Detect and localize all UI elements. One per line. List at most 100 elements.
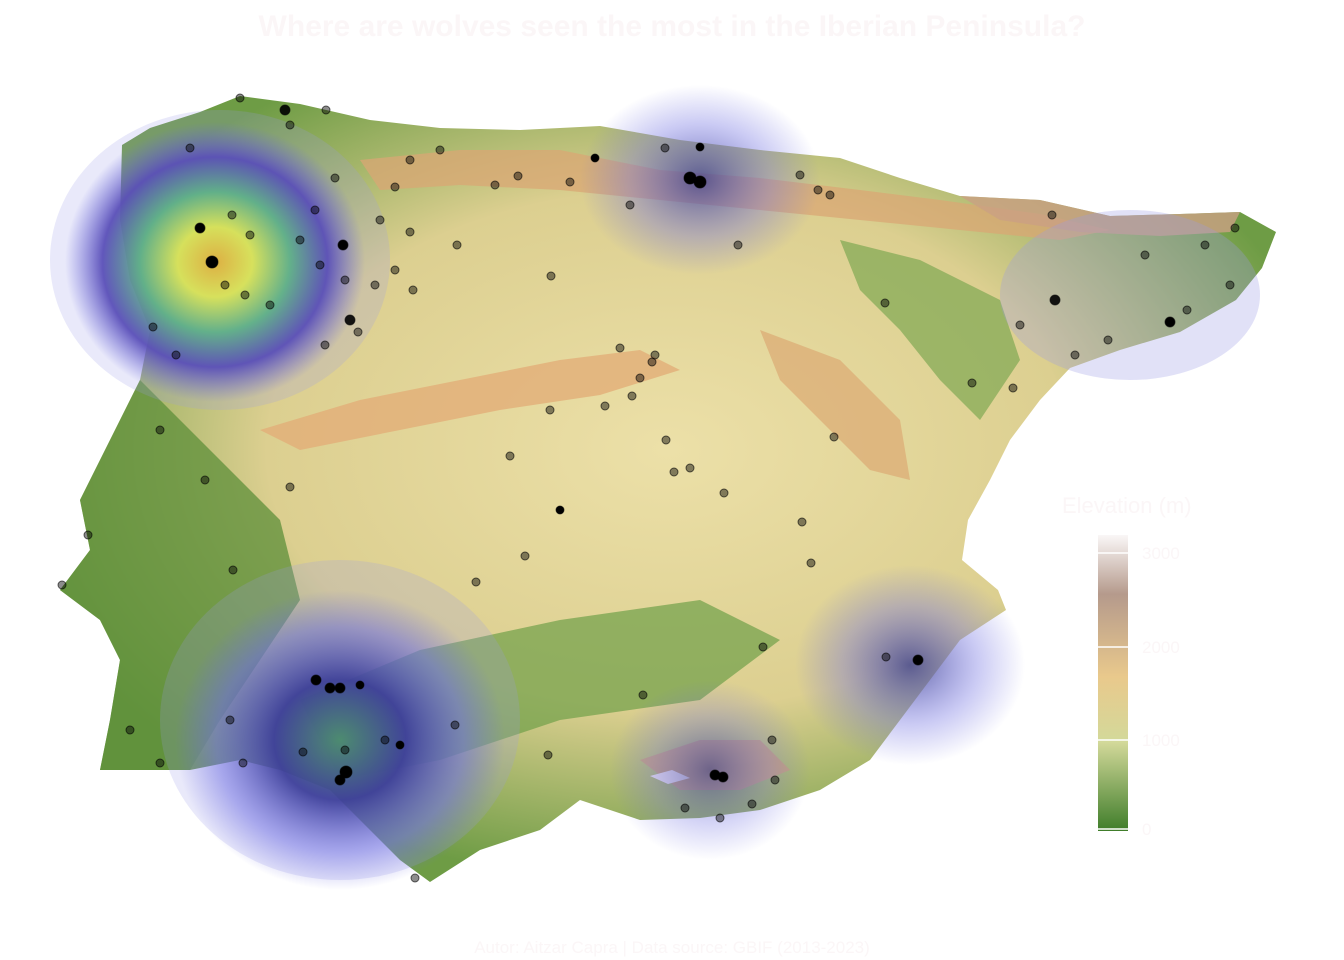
- sighting-point: [767, 735, 777, 745]
- legend-tick-label: 3000: [1142, 544, 1180, 563]
- sighting-point: [227, 210, 237, 220]
- sighting-point: [660, 143, 670, 153]
- sighting-point: [337, 239, 349, 251]
- sighting-point: [967, 378, 977, 388]
- sighting-point: [795, 170, 805, 180]
- sighting-point: [353, 327, 363, 337]
- density-core-southwest: [175, 590, 505, 890]
- sighting-point: [235, 93, 245, 103]
- sighting-point: [171, 350, 181, 360]
- sighting-point: [625, 200, 635, 210]
- sighting-point: [635, 373, 645, 383]
- sighting-point: [880, 298, 890, 308]
- pyrenees: [960, 196, 1240, 236]
- sighting-point: [408, 285, 418, 295]
- sighting-point: [1047, 210, 1057, 220]
- sighting-point: [543, 750, 553, 760]
- sighting-point: [265, 300, 275, 310]
- sighting-point: [148, 322, 158, 332]
- density-catalonia: [1000, 210, 1260, 380]
- sighting-point: [590, 153, 600, 163]
- sighting-point: [295, 235, 305, 245]
- sighting-point: [669, 467, 679, 477]
- sighting-point: [245, 230, 255, 240]
- sighting-point: [1200, 240, 1210, 250]
- sighting-point: [324, 682, 336, 694]
- sighting-point: [1070, 350, 1080, 360]
- sighting-point: [685, 463, 695, 473]
- elevation-colorbar: [1098, 535, 1128, 831]
- sighting-point: [83, 530, 93, 540]
- sighting-point: [650, 350, 660, 360]
- iberian-system: [760, 330, 910, 480]
- sighting-point: [279, 104, 291, 116]
- sighting-point: [238, 758, 248, 768]
- sighting-point: [285, 482, 295, 492]
- sighting-point: [200, 475, 210, 485]
- sighting-point: [1164, 316, 1176, 328]
- sighting-point: [321, 105, 331, 115]
- sighting-point: [770, 775, 780, 785]
- sighting-point: [405, 155, 415, 165]
- elevation-legend: [1098, 535, 1128, 831]
- sighting-point: [1008, 383, 1018, 393]
- sighting-point: [661, 435, 671, 445]
- sighting-point: [205, 255, 219, 269]
- legend-tick-label: 2000: [1142, 638, 1180, 657]
- density-murcia: [795, 565, 1025, 765]
- sighting-point: [627, 391, 637, 401]
- sighting-point: [330, 173, 340, 183]
- sighting-point: [912, 654, 924, 666]
- sighting-point: [310, 674, 322, 686]
- sighting-point: [490, 180, 500, 190]
- sighting-point: [695, 142, 705, 152]
- sighting-point: [220, 280, 230, 290]
- sighting-point: [825, 190, 835, 200]
- legend-title: Elevation (m): [1062, 493, 1192, 518]
- sighting-point: [719, 488, 729, 498]
- sighting-point: [1225, 280, 1235, 290]
- sighting-point: [806, 558, 816, 568]
- ebro-valley: [840, 240, 1020, 420]
- sighting-point: [881, 652, 891, 662]
- sighting-point: [1182, 305, 1192, 315]
- sighting-point: [225, 715, 235, 725]
- sighting-point: [693, 175, 707, 189]
- sighting-point: [733, 240, 743, 250]
- sighting-point: [452, 240, 462, 250]
- sighting-point: [615, 343, 625, 353]
- legend-tick-label: 0: [1142, 820, 1152, 839]
- sighting-point: [320, 340, 330, 350]
- density-granada: [610, 680, 810, 860]
- sightings: [57, 93, 1240, 883]
- sighting-point: [334, 682, 346, 694]
- sighting-point: [680, 803, 690, 813]
- sighting-point: [715, 813, 725, 823]
- sighting-point: [339, 765, 353, 779]
- sighting-point: [185, 143, 195, 153]
- sighting-point: [340, 275, 350, 285]
- map-caption: Autor: Aitzar Capra | Data source: GBIF …: [474, 938, 870, 957]
- sighting-point: [298, 747, 308, 757]
- sighting-point: [375, 215, 385, 225]
- sighting-point: [555, 505, 565, 515]
- sighting-point: [1015, 320, 1025, 330]
- sighting-point: [747, 799, 757, 809]
- sighting-point: [829, 432, 839, 442]
- sighting-point: [1140, 250, 1150, 260]
- sighting-point: [194, 222, 206, 234]
- sighting-point: [1230, 223, 1240, 233]
- sighting-point: [545, 405, 555, 415]
- sighting-point: [513, 171, 523, 181]
- sighting-point: [310, 205, 320, 215]
- sighting-point: [565, 177, 575, 187]
- sighting-point: [471, 577, 481, 587]
- sighting-point: [57, 580, 67, 590]
- sighting-point: [340, 745, 350, 755]
- sighting-point: [546, 271, 556, 281]
- sighting-point: [520, 551, 530, 561]
- sighting-point: [155, 758, 165, 768]
- sighting-point: [505, 451, 515, 461]
- sighting-point: [1103, 335, 1113, 345]
- sighting-point: [395, 740, 405, 750]
